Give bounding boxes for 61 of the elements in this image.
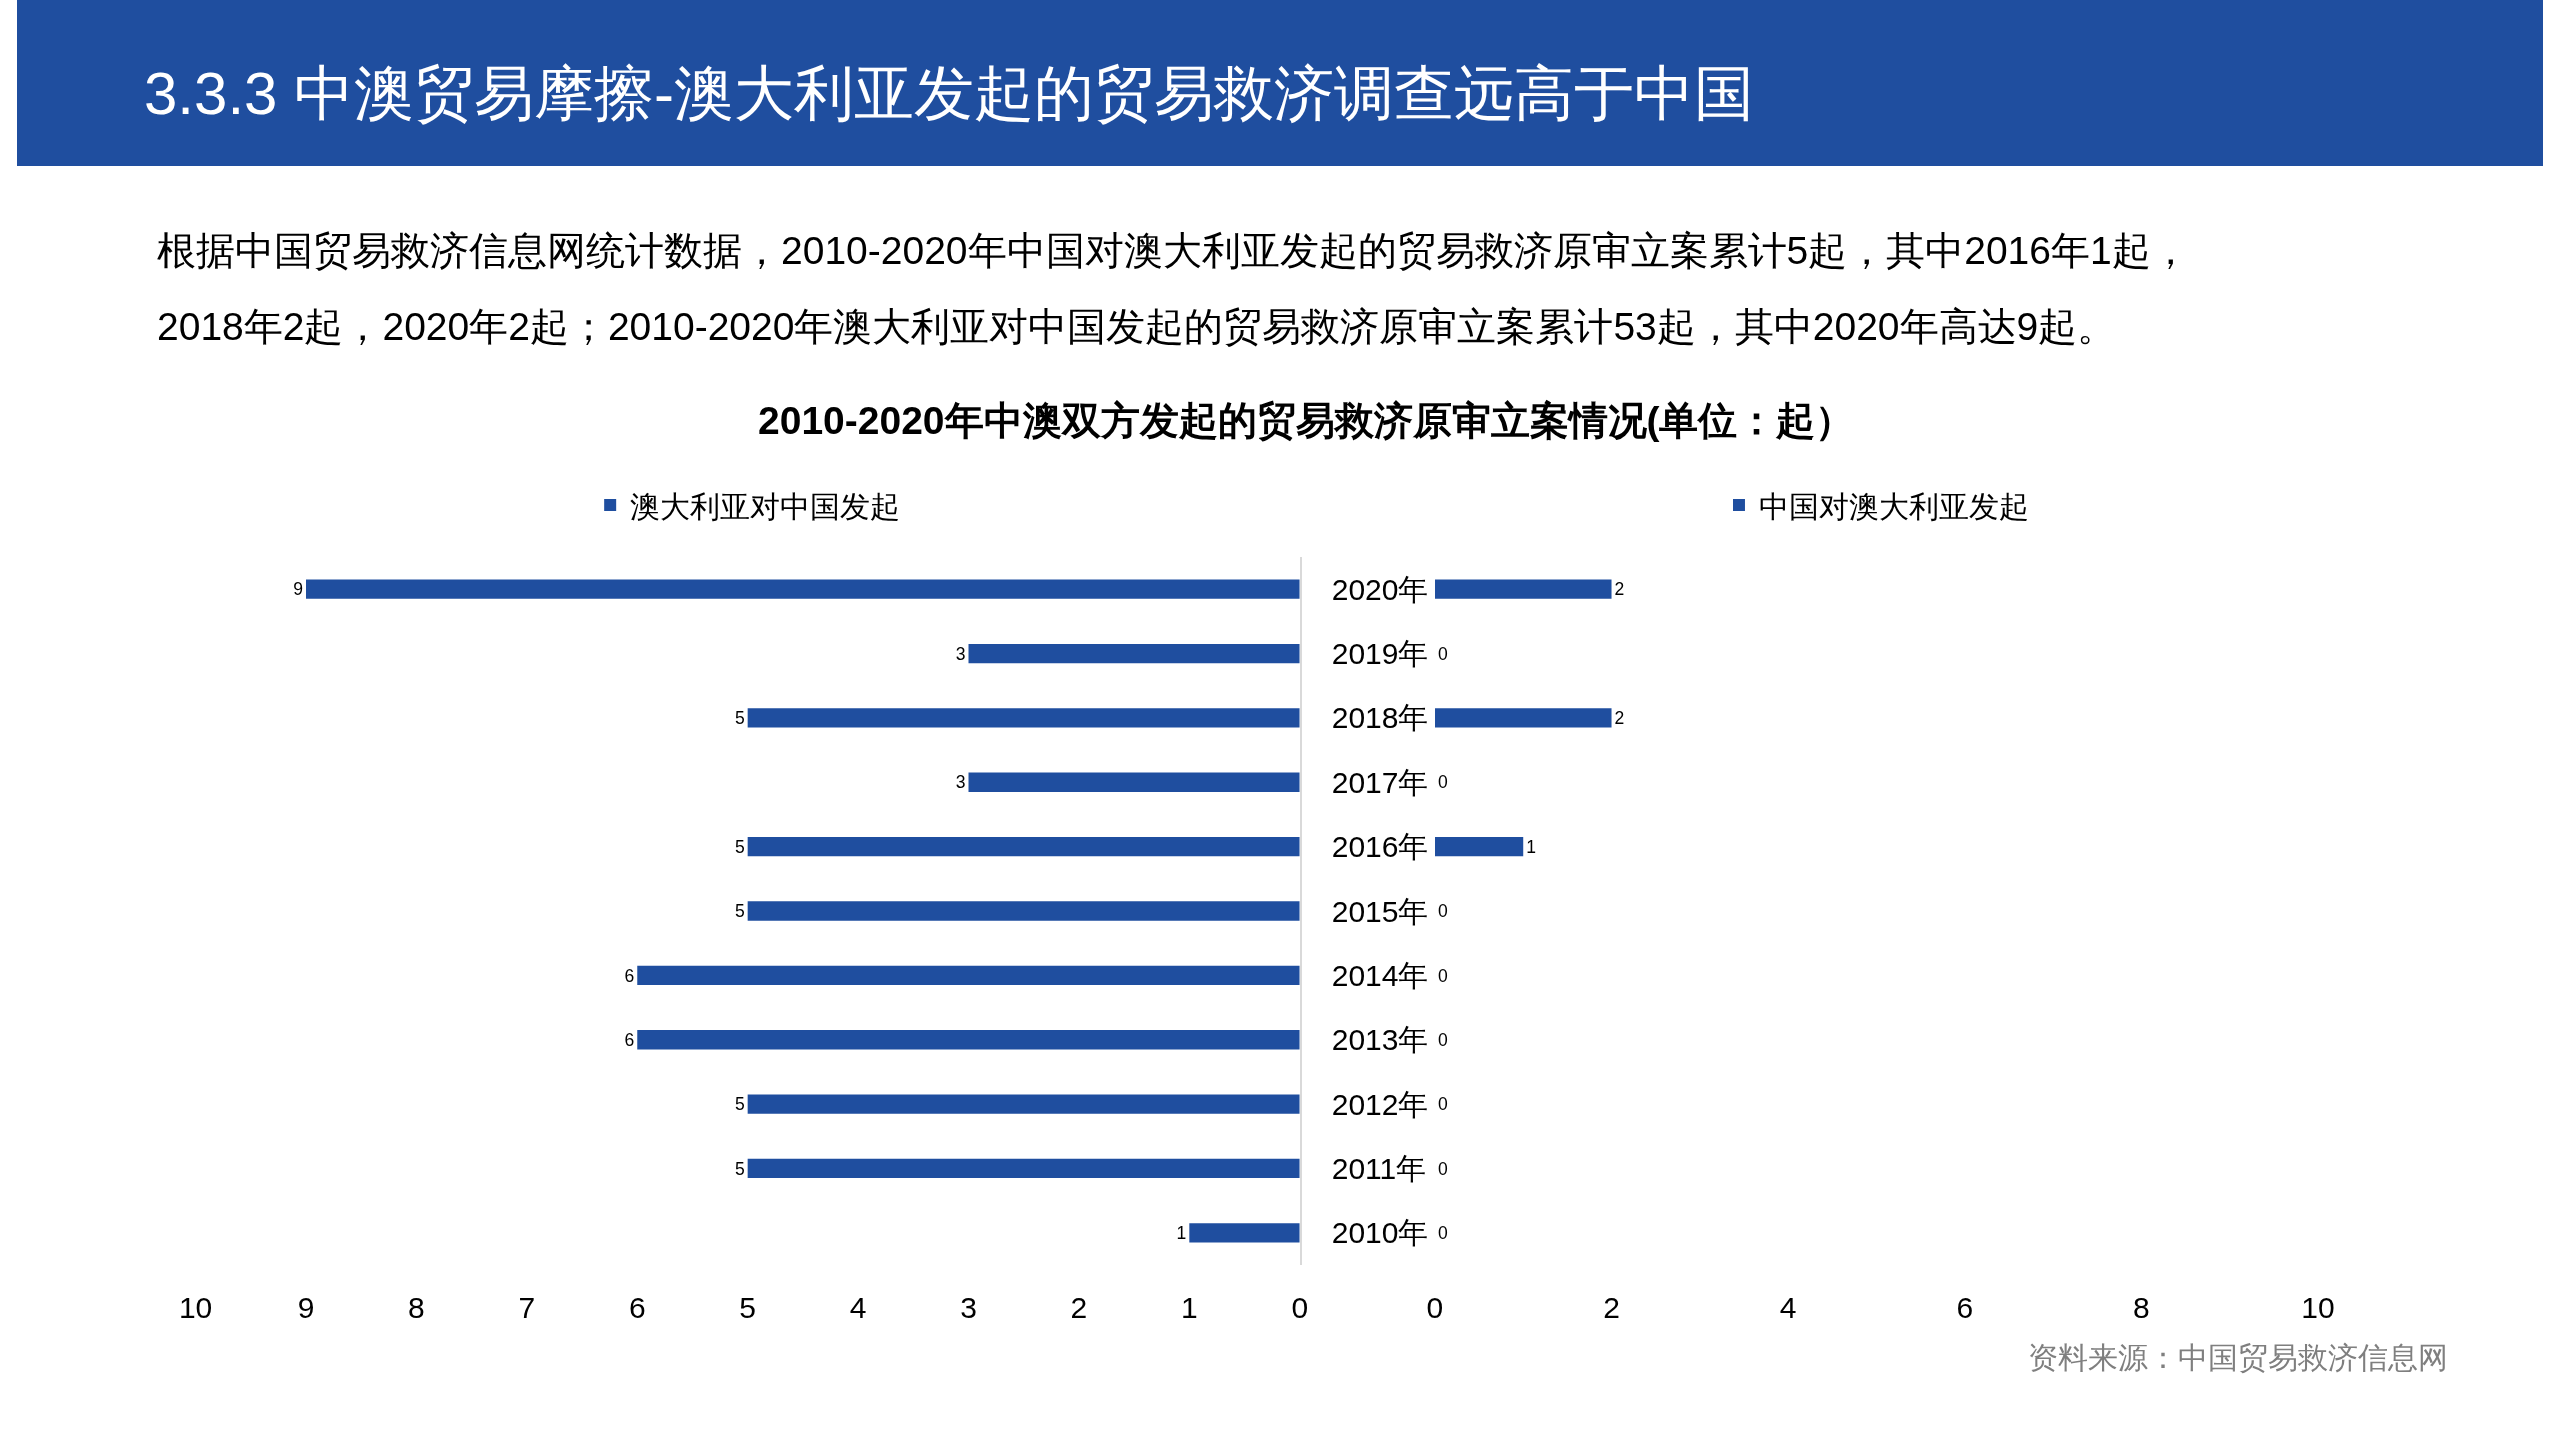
legend-label: 澳大利亚对中国发起 [630,489,901,523]
data-label: 3 [955,772,966,793]
data-label: 0 [1437,643,1448,664]
y-tick-label: 2014年 [1331,958,1429,992]
bar [747,708,1300,728]
bar [306,579,1300,599]
x-tick-label: 9 [297,1291,315,1324]
text: 2010-2020年中澳双方发起的贸易救济原审立案情况(单位：起） [758,399,1855,442]
data-label: 6 [624,1029,635,1050]
x-tick-label: 8 [408,1291,425,1324]
x-tick-label: 4 [849,1291,867,1324]
data-label: 2 [1614,579,1625,600]
bar [968,772,1300,792]
data-label: 5 [734,901,745,922]
data-label: 5 [734,1094,745,1115]
bar [747,901,1300,921]
x-tick-label: 5 [739,1291,757,1324]
x-tick-label: 0 [1426,1291,1444,1324]
y-tick-label: 2017年 [1331,765,1429,799]
data-label: 5 [734,708,745,729]
y-tick-label: 2020年 [1331,572,1429,606]
y-tick-label: 2013年 [1331,1023,1429,1057]
data-label: 0 [1437,965,1448,986]
data-label: 0 [1437,772,1448,793]
bar [637,965,1300,986]
data-label: 5 [734,1158,745,1179]
x-tick-label: 3 [960,1291,977,1324]
bar [637,1030,1300,1050]
y-tick-label: 2019年 [1331,637,1429,671]
data-label: 6 [624,965,635,986]
x-tick-label: 2 [1603,1291,1620,1324]
data-label: 2 [1614,708,1625,729]
data-label: 0 [1437,1222,1448,1243]
bar [747,836,1300,857]
x-tick-label: 7 [518,1291,536,1324]
data-label: 1 [1526,836,1536,857]
x-tick-label: 2 [1070,1291,1088,1324]
data-label: 0 [1437,1094,1448,1115]
data-label: 0 [1437,1158,1448,1179]
data-label: 3 [955,643,966,664]
y-tick-label: 2016年 [1331,830,1429,864]
bar [1189,1223,1300,1243]
y-tick-label: 2015年 [1331,894,1429,928]
x-tick-label: 1 [1180,1291,1198,1324]
x-tick-label: 0 [1291,1291,1309,1324]
data-label: 0 [1437,1029,1448,1050]
data-label: 9 [293,579,304,600]
y-tick-label: 2011年 [1331,1151,1427,1185]
bar [968,643,1300,664]
y-tick-label: 2018年 [1331,701,1429,735]
bar [747,1094,1300,1114]
data-label: 1 [1176,1222,1187,1243]
chart-title: 3.3.3 中澳贸易摩擦-澳大利亚发起的贸易救济调查远高于中国 [144,60,1755,127]
x-tick-label: 10 [178,1291,213,1324]
data-label: 0 [1437,901,1448,922]
chart-subtitle: 根据中国贸易救济信息网统计数据，2010-2020年中国对澳大利亚发起的贸易救济原审立案累计5起，其中2016年1起， 2018年2起，2020年2起；2010-2020年澳大利亚对中国发起的贸易救济原审立案累计53起，其中2020年高达9起。 [157,229,2190,348]
bar [747,1158,1300,1179]
data-label: 5 [734,836,745,857]
x-tick-label: 6 [628,1291,646,1324]
y-tick-label: 2012年 [1331,1087,1429,1121]
y-tick-label: 2010年 [1331,1216,1429,1250]
